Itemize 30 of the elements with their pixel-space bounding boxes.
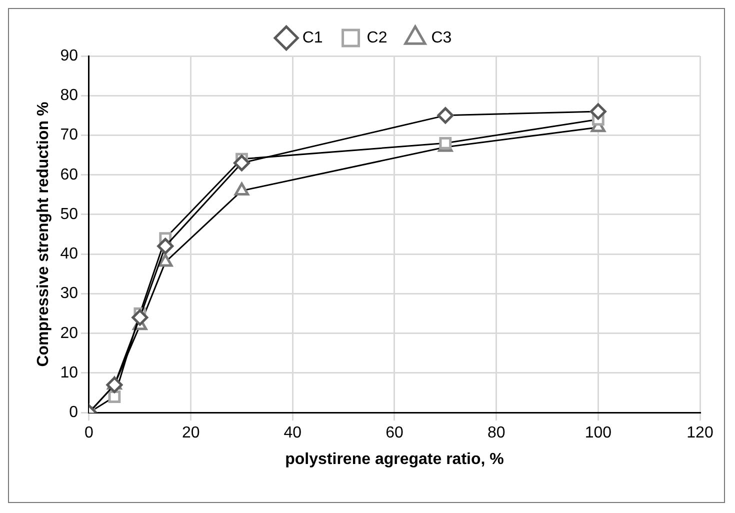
point [108,390,121,403]
y-tick-label: 0 [69,404,78,422]
y-tick-label: 80 [60,87,78,104]
point [106,376,123,394]
point [437,107,454,124]
y-tick-label: 10 [60,364,78,382]
point [439,136,452,150]
point [234,154,250,172]
x-tick-label: 20 [182,424,200,442]
y-tick-label: 30 [60,285,78,302]
y-tick-label: 20 [60,324,78,342]
y-axis-title: Compressive strenght reduction % [35,102,52,367]
x-tick-label: 60 [386,424,404,442]
x-tick-label: 40 [284,424,302,442]
point [157,238,174,254]
legend-label: C1 [302,29,323,46]
y-tick-label: 60 [60,166,78,184]
x-axis-title: polystirene agregate ratio, % [285,450,504,468]
legend-label: C2 [366,29,388,46]
point [590,103,606,120]
y-tick-label: 70 [60,126,78,144]
x-tick-label: 0 [84,424,94,442]
y-tick-label: 90 [60,47,78,64]
y-tick-label: 40 [60,246,78,263]
x-tick-label: 100 [584,424,612,442]
x-tick-label: 80 [487,424,506,442]
legend-label: C3 [431,29,452,46]
x-tick-label: 120 [686,424,714,442]
y-tick-label: 50 [60,206,78,223]
point [132,309,148,326]
